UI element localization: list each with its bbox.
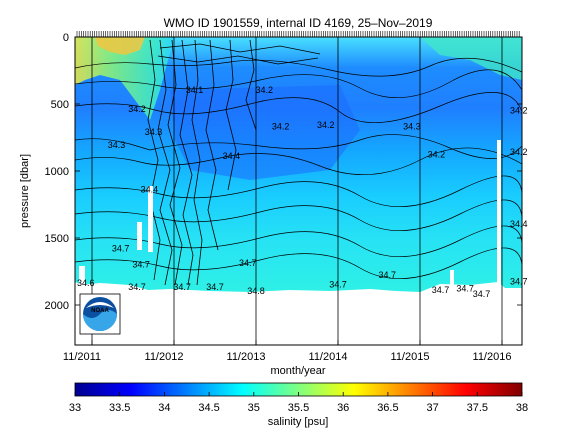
surface-warm-layer bbox=[75, 37, 175, 120]
contour-label: 34.7 bbox=[329, 279, 347, 289]
contour-label: 34.4 bbox=[141, 184, 159, 194]
colorbar-tick-label: 37 bbox=[426, 402, 438, 414]
surface-warm-core bbox=[95, 37, 145, 55]
contour-label: 34.7 bbox=[239, 258, 257, 268]
colorbar-tick-label: 34 bbox=[158, 402, 170, 414]
contour-label: 34.7 bbox=[112, 243, 130, 253]
contour-label: 34.2 bbox=[255, 85, 273, 95]
x-tick-label: 11/2013 bbox=[227, 351, 266, 363]
contour-label: 34.2 bbox=[317, 120, 335, 130]
contour-label: 34.7 bbox=[173, 282, 191, 292]
colorbar-tick-label: 37.5 bbox=[467, 402, 488, 414]
x-tick-label: 11/2016 bbox=[473, 351, 512, 363]
contour-label: 34.7 bbox=[128, 282, 146, 292]
colorbar-tick-label: 33.5 bbox=[109, 402, 130, 414]
noaa-logo-text: NOAA bbox=[91, 308, 109, 314]
colorbar-ticks: 33 33.5 34 34.5 35 35.5 36 36.5 37 37.5 38 bbox=[69, 392, 528, 414]
x-tick-label: 11/2011 bbox=[63, 351, 101, 363]
profile-markers bbox=[76, 31, 520, 37]
colorbar-tick-label: 35.5 bbox=[288, 402, 309, 414]
contour-label: 34.3 bbox=[403, 121, 421, 131]
contour-label: 34.2 bbox=[428, 150, 446, 160]
contour-label: 34.4 bbox=[510, 219, 528, 229]
x-axis: 11/2011 11/2012 11/2013 11/2014 11/2015 … bbox=[63, 340, 512, 377]
contour-label: 34.7 bbox=[432, 285, 450, 295]
contour-label: 34.1 bbox=[186, 85, 204, 95]
contour-label: 34.3 bbox=[108, 140, 126, 150]
noaa-logo: NOAA bbox=[79, 293, 121, 335]
dense-contours bbox=[147, 39, 321, 286]
colorbar-tick-label: 35 bbox=[248, 402, 260, 414]
contour-label: 34.4 bbox=[223, 151, 241, 161]
colorbar-tick-label: 36.5 bbox=[377, 402, 398, 414]
y-tick-label: 500 bbox=[51, 99, 69, 111]
colorbar-label: salinity [psu] bbox=[268, 416, 329, 428]
contour-label: 34.7 bbox=[132, 259, 150, 269]
contour-label: 34.7 bbox=[206, 282, 224, 292]
contour-label: 34.2 bbox=[510, 105, 528, 115]
data-gaps bbox=[79, 140, 501, 288]
contour-label: 34.6 bbox=[77, 278, 95, 288]
contour-label: 34.7 bbox=[473, 289, 491, 299]
contour-label: 34.2 bbox=[510, 147, 528, 157]
contour-label: 34.2 bbox=[128, 104, 146, 114]
y-tick-label: 1000 bbox=[45, 166, 69, 178]
colorbar: 33 33.5 34 34.5 35 35.5 36 36.5 37 37.5 38 salinit… bbox=[69, 382, 528, 428]
x-tick-label: 11/2012 bbox=[145, 351, 184, 363]
x-tick-label: 11/2015 bbox=[391, 351, 430, 363]
colorbar-tick-label: 34.5 bbox=[198, 402, 219, 414]
y-tick-label: 0 bbox=[63, 32, 69, 44]
x-tick-label: 11/2014 bbox=[309, 351, 348, 363]
fresh-core-2013 bbox=[170, 85, 360, 180]
contour-label: 34.7 bbox=[378, 270, 396, 280]
colorbar-tick-label: 36 bbox=[337, 402, 349, 414]
colorbar-tick-label: 38 bbox=[516, 402, 528, 414]
contour-label: 34.2 bbox=[272, 121, 290, 131]
contour-label: 34.3 bbox=[145, 127, 163, 137]
colorbar-tick-label: 33 bbox=[69, 402, 81, 414]
y-tick-label: 2000 bbox=[45, 300, 69, 312]
y-axis: 0 500 1000 1500 2000 pressure [dbar] bbox=[19, 32, 522, 312]
y-tick-label: 1500 bbox=[45, 233, 69, 245]
contour-label: 34.7 bbox=[510, 277, 528, 287]
contour-label: 34.7 bbox=[456, 283, 474, 293]
axes-frame bbox=[74, 36, 523, 346]
salinity-field bbox=[75, 37, 522, 292]
contour-labels: 34.1 34.2 34.2 34.2 34.2 34.2 34.2 34.3 34.3 34.3… bbox=[77, 85, 528, 299]
contour-label: 34.8 bbox=[247, 286, 265, 296]
x-axis-label: month/year bbox=[270, 365, 325, 377]
y-axis-label: pressure [dbar] bbox=[19, 154, 31, 228]
chart-title: WMO ID 1901559, internal ID 4169, 25–Nov… bbox=[164, 16, 433, 30]
